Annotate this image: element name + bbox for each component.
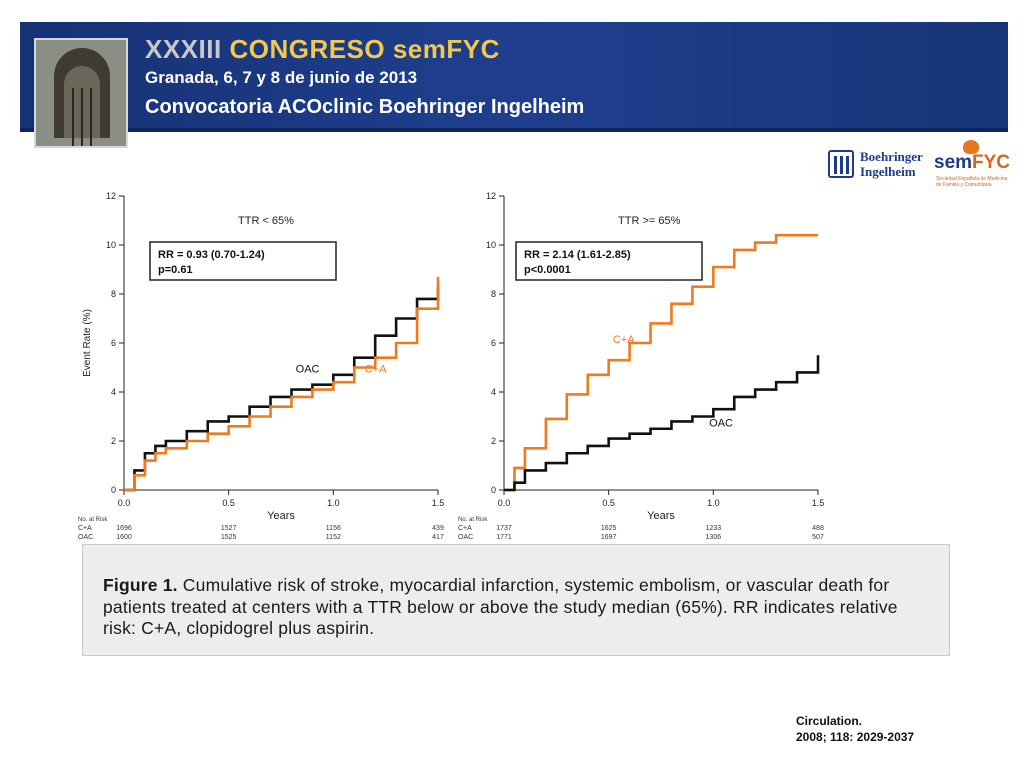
citation: Circulation. 2008; 118: 2029-2037: [796, 713, 914, 745]
y-tick-label: 12: [486, 191, 496, 201]
citation-journal: Circulation.: [796, 714, 863, 728]
semfyc-wordmark-a: sem: [934, 152, 973, 173]
risk-value: 1696: [116, 525, 132, 532]
series-line-ca: [504, 233, 818, 492]
window-bar: [90, 88, 92, 146]
risk-table-header: No. at Risk: [78, 517, 108, 523]
x-tick-label: 0.0: [118, 498, 131, 508]
congress-name: CONGRESO semFYC: [229, 34, 500, 64]
y-tick-label: 0: [491, 485, 496, 495]
semfyc-emblem-icon: [963, 140, 979, 154]
semfyc-subtitle: Sociedad Española de Medicina de Familia…: [936, 176, 1008, 188]
series-label: C+A: [365, 363, 387, 375]
rr-text: p<0.0001: [524, 264, 571, 276]
boehringer-name: Boehringer Ingelheim: [860, 149, 923, 179]
y-tick-label: 2: [491, 436, 496, 446]
chart-panel-ttr-low: 0 2 4 6 8 10 12 0.0 0.5 1.0 1.5 Years Event Rate (%)…: [78, 191, 444, 541]
panel-title: TTR >= 65%: [618, 215, 681, 227]
y-tick-label: 6: [111, 338, 116, 348]
y-tick-label: 10: [486, 240, 496, 250]
y-tick-label: 12: [106, 191, 116, 201]
risk-value: 1306: [706, 534, 722, 541]
risk-table-header: No. at Risk: [458, 517, 488, 523]
semfyc-wordmark-b: FYC: [972, 152, 1011, 173]
figure-caption: Figure 1. Cumulative risk of stroke, myo…: [103, 575, 933, 640]
convocatoria-title: Convocatoria ACOclinic Boehringer Ingelh…: [145, 96, 585, 118]
boehringer-name-1: Boehringer: [860, 149, 923, 164]
risk-row-label: C+A: [458, 525, 472, 532]
chart-panel-ttr-high: 0 2 4 6 8 10 12 0.0 0.5 1.0 1.5 Years TTR >= 65% RR =…: [458, 191, 824, 541]
x-tick-label: 1.5: [812, 498, 825, 508]
rr-text: RR = 2.14 (1.61-2.85): [524, 249, 631, 261]
risk-value: 1625: [601, 525, 617, 532]
y-tick-label: 8: [491, 289, 496, 299]
x-axis-label: Years: [647, 510, 675, 522]
risk-row-label: OAC: [78, 534, 93, 541]
x-tick-label: 0.0: [498, 498, 511, 508]
figure-caption-text: Cumulative risk of stroke, myocardial in…: [103, 575, 898, 638]
risk-value: 1600: [116, 534, 132, 541]
figure-label: Figure 1.: [103, 575, 178, 595]
arch-window: [64, 66, 100, 146]
risk-value: 1697: [601, 534, 617, 541]
semfyc-logo: semFYC Sociedad Española de Medicina de …: [934, 140, 1014, 190]
figure-caption-box: Figure 1. Cumulative risk of stroke, myo…: [82, 544, 950, 656]
semfyc-wordmark: semFYC: [934, 152, 1010, 174]
risk-value: 417: [432, 534, 444, 541]
series-line-ca: [124, 276, 440, 492]
x-tick-label: 1.0: [327, 498, 340, 508]
risk-value: 1527: [221, 525, 237, 532]
risk-row-label: C+A: [78, 525, 92, 532]
risk-value: 1156: [326, 525, 341, 532]
window-bar: [81, 88, 83, 146]
x-tick-label: 1.0: [707, 498, 720, 508]
y-tick-label: 8: [111, 289, 116, 299]
arch-shape: [54, 48, 110, 146]
series-label: OAC: [709, 417, 733, 429]
x-tick-label: 0.5: [222, 498, 235, 508]
risk-row-label: OAC: [458, 534, 473, 541]
risk-value: 1771: [496, 534, 512, 541]
series-label: C+A: [613, 334, 635, 346]
risk-value: 1233: [706, 525, 722, 532]
congress-number: XXXIII: [145, 34, 222, 64]
x-tick-label: 0.5: [602, 498, 615, 508]
boehringer-icon: [828, 150, 854, 178]
risk-value: 507: [812, 534, 824, 541]
kaplan-meier-figure: 0 2 4 6 8 10 12 0.0 0.5 1.0 1.5 Years Event Rate (%)…: [78, 191, 824, 541]
y-tick-label: 0: [111, 485, 116, 495]
y-tick-label: 10: [106, 240, 116, 250]
congress-title: XXXIII CONGRESO semFYC: [145, 34, 500, 65]
rr-text: RR = 0.93 (0.70-1.24): [158, 249, 265, 261]
panel-title: TTR < 65%: [238, 215, 294, 227]
header-banner: [20, 22, 1008, 132]
alhambra-window-photo: [34, 38, 128, 148]
series-label: OAC: [296, 363, 320, 375]
x-axis-label: Years: [267, 510, 295, 522]
y-axis-label: Event Rate (%): [82, 309, 93, 377]
y-tick-label: 4: [491, 387, 496, 397]
boehringer-logo: Boehringer Ingelheim: [828, 148, 926, 182]
risk-value: 488: [812, 525, 824, 532]
congress-dates: Granada, 6, 7 y 8 de junio de 2013: [145, 68, 418, 87]
risk-value: 1525: [221, 534, 237, 541]
rr-box: [515, 241, 703, 281]
risk-value: 439: [432, 525, 444, 532]
series-line-oac: [124, 286, 440, 492]
y-tick-label: 2: [111, 436, 116, 446]
citation-volume: 2008; 118: 2029-2037: [796, 730, 915, 744]
risk-value: 1737: [496, 525, 512, 532]
series-line-oac: [504, 355, 820, 492]
y-tick-label: 4: [111, 387, 116, 397]
rr-box: [149, 241, 337, 281]
window-bar: [72, 88, 74, 146]
y-tick-label: 6: [491, 338, 496, 348]
rr-text: p=0.61: [158, 264, 193, 276]
x-tick-label: 1.5: [432, 498, 445, 508]
risk-value: 1152: [326, 534, 341, 541]
boehringer-name-2: Ingelheim: [860, 164, 916, 179]
